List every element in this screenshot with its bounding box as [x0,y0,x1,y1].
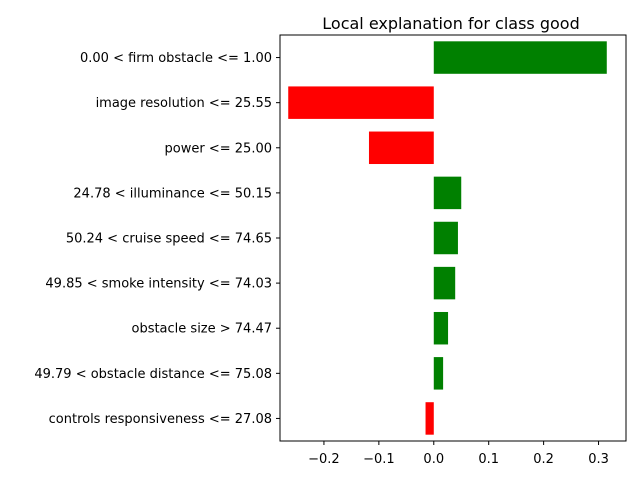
y-tick-label: image resolution <= 25.55 [96,96,272,111]
x-tick-label: 0.0 [423,452,444,467]
y-axis-labels: 0.00 < firm obstacle <= 1.00 image resolu… [34,51,280,427]
x-tick-label: 0.1 [478,452,499,467]
bar-8 [433,357,444,390]
bar-7 [433,311,449,345]
chart-title: Local explanation for class good [322,14,579,33]
x-tick-label: 0.3 [588,452,609,467]
x-tick-label: −0.2 [308,452,340,467]
plot-frame [279,34,627,442]
bars-group [288,41,607,435]
y-tick-label: power <= 25.00 [165,141,272,156]
y-tick-label: 24.78 < illuminance <= 50.15 [73,186,272,201]
y-tick-label: controls responsiveness <= 27.08 [49,412,272,427]
bar-1 [433,41,607,74]
x-axis-ticks: −0.2 −0.1 0.0 0.1 0.2 0.3 [308,441,609,467]
y-tick-label: 50.24 < cruise speed <= 74.65 [66,232,272,247]
bar-4 [433,176,462,210]
x-tick-label: 0.2 [533,452,554,467]
y-tick-label: 49.85 < smoke intensity <= 74.03 [45,277,272,292]
bar-5 [433,221,458,255]
bar-2 [288,86,434,119]
y-tick-label: obstacle size > 74.47 [131,322,272,337]
bar-6 [433,266,456,300]
y-tick-label: 49.79 < obstacle distance <= 75.08 [34,367,272,382]
bar-3 [368,131,434,165]
y-tick-label: 0.00 < firm obstacle <= 1.00 [80,51,272,66]
x-tick-label: −0.1 [363,452,395,467]
bar-9 [425,402,434,435]
